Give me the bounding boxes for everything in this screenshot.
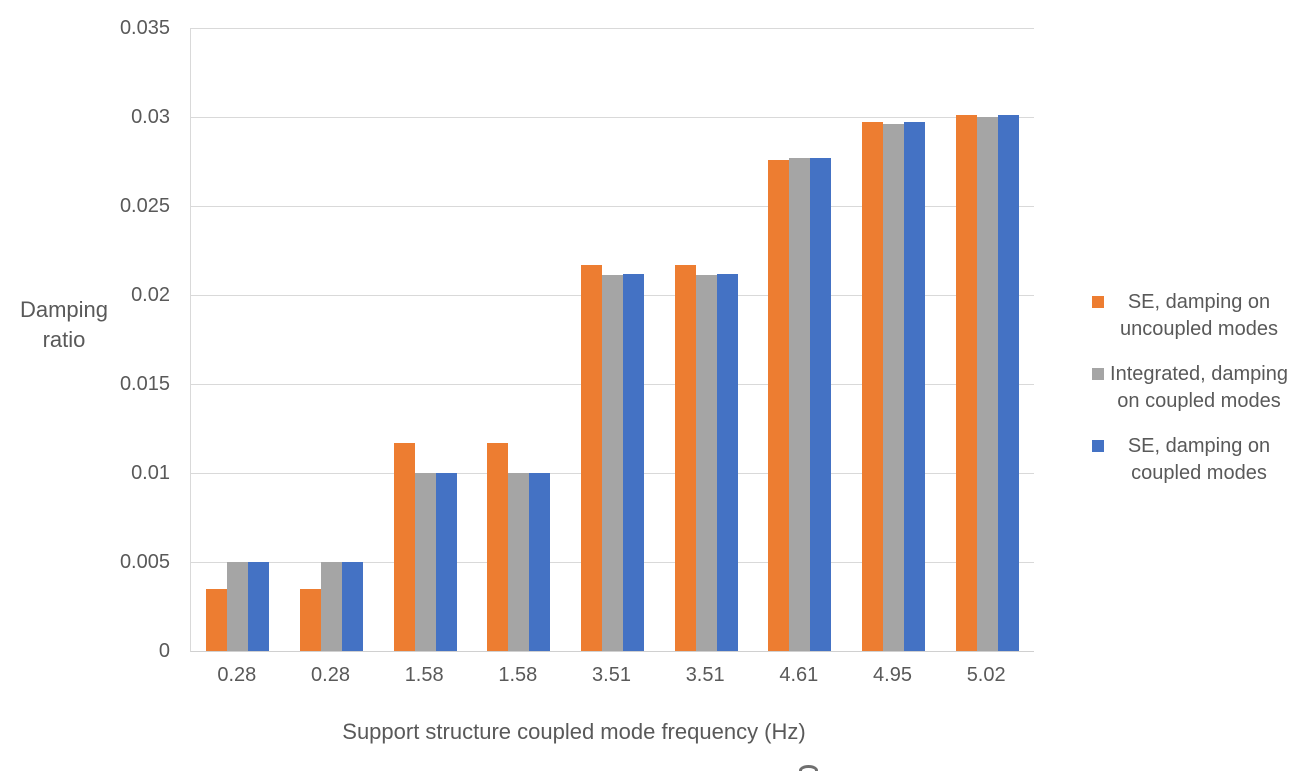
bar-3.51-series-1 — [674, 264, 696, 651]
x-tick-label: 0.28 — [311, 664, 350, 686]
bar-4.95-series-3 — [904, 122, 925, 651]
bar-0.28-series-2 — [321, 562, 342, 651]
legend-item-label: SE, damping on uncoupled modes — [1120, 291, 1278, 340]
bar-1.58-series-3 — [529, 473, 551, 651]
x-tick-label: 4.61 — [779, 664, 819, 686]
legend-swatch-icon — [1092, 440, 1104, 452]
bar-1.58-series-2 — [414, 473, 436, 651]
bar-4.61-series-2 — [789, 157, 811, 651]
bar-0.28-series-1 — [300, 588, 321, 651]
legend-item-1: SE, damping on uncoupled modes — [1092, 289, 1296, 343]
bar-0.28-series-1 — [206, 588, 228, 651]
bar-4.95-series-1 — [862, 122, 883, 651]
x-tick-label: 1.58 — [404, 664, 444, 686]
legend-item-3: SE, damping on coupled modes — [1092, 433, 1296, 487]
x-tick-label: 1.58 — [498, 664, 538, 686]
bar-1.58-series-1 — [393, 442, 415, 651]
bar-5.02-series-1 — [955, 115, 977, 651]
y-tick-label: 0.02 — [131, 284, 170, 306]
y-tick-label: 0.015 — [119, 373, 170, 395]
bar-0.28-series-2 — [227, 562, 249, 651]
bar-5.02-series-2 — [976, 117, 998, 651]
y-tick-label: 0.035 — [119, 17, 170, 39]
bar-3.51-series-2 — [695, 275, 717, 651]
bar-3.51-series-3 — [716, 273, 738, 651]
bar-3.51-series-3 — [623, 273, 644, 651]
gridline — [191, 117, 1034, 118]
legend-swatch-icon — [1092, 296, 1104, 308]
bar-4.95-series-2 — [883, 124, 904, 651]
bar-0.28-series-3 — [248, 562, 270, 651]
x-tick-label: 3.51 — [592, 664, 631, 686]
cropped-glyph-artifact — [799, 765, 818, 771]
bar-1.58-series-3 — [435, 473, 457, 651]
legend-swatch-icon — [1092, 368, 1104, 380]
y-tick-label: 0.03 — [131, 106, 170, 128]
plot-area — [190, 28, 1034, 652]
legend-item-2: Integrated, damping on coupled modes — [1092, 361, 1296, 415]
x-axis-title: Support structure coupled mode frequency… — [342, 719, 806, 744]
bar-3.51-series-1 — [581, 264, 602, 651]
y-tick-label: 0.01 — [131, 462, 170, 484]
gridline — [191, 28, 1034, 29]
bar-4.61-series-3 — [810, 157, 832, 651]
bar-3.51-series-2 — [602, 275, 623, 651]
bar-5.02-series-3 — [997, 115, 1019, 651]
x-tick-label: 4.95 — [873, 664, 912, 686]
y-tick-label: 0 — [158, 640, 170, 662]
y-tick-label: 0.025 — [119, 195, 170, 217]
bar-1.58-series-1 — [487, 442, 509, 651]
x-tick-label: 5.02 — [966, 664, 1006, 686]
x-tick-label: 3.51 — [685, 664, 725, 686]
bar-0.28-series-3 — [342, 562, 363, 651]
legend-item-label: SE, damping on coupled modes — [1127, 435, 1271, 484]
bar-1.58-series-2 — [508, 473, 530, 651]
legend-item-label: Integrated, damping on coupled modes — [1110, 363, 1288, 412]
y-tick-label: 0.005 — [119, 551, 170, 573]
bar-4.61-series-1 — [768, 159, 790, 651]
x-tick-label: 0.28 — [217, 664, 257, 686]
legend: SE, damping on uncoupled modes Integrated… — [1092, 289, 1296, 505]
y-axis-title: Damping ratio — [19, 297, 109, 352]
gridline — [191, 206, 1034, 207]
